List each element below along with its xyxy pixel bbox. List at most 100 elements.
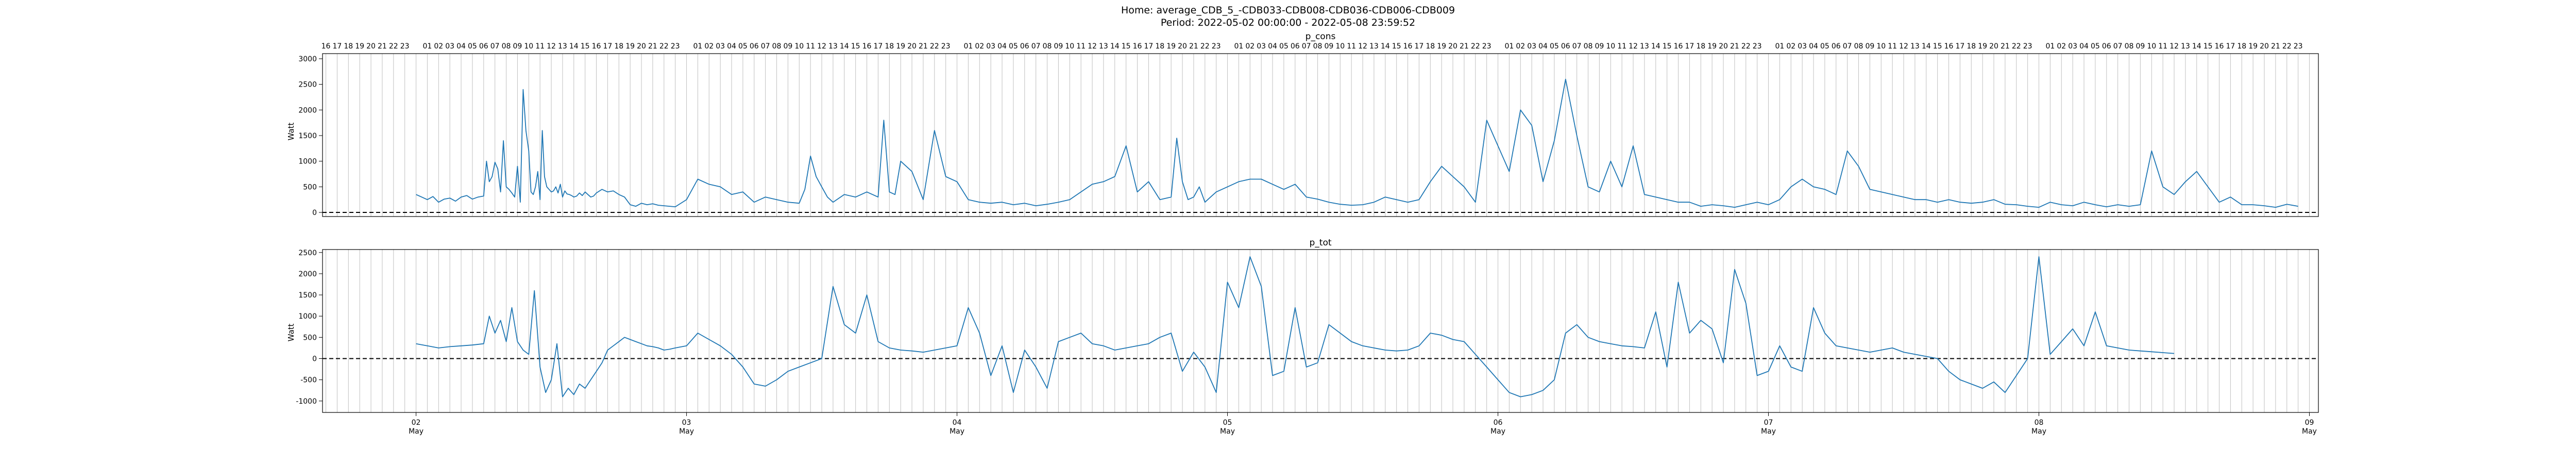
top-hour-label: 13 xyxy=(1910,42,1920,51)
top-hour-label: 03 xyxy=(1798,42,1807,51)
top-hour-label: 10 xyxy=(794,42,804,51)
p-tot-gridlines xyxy=(326,250,2310,412)
top-hour-label: 17 xyxy=(874,42,883,51)
top-hour-label: 17 xyxy=(2226,42,2235,51)
ytick-label: 1500 xyxy=(298,132,317,140)
top-hour-label: 12 xyxy=(1629,42,1638,51)
top-hour-label: 16 xyxy=(1403,42,1413,51)
top-hour-label: 23 xyxy=(941,42,951,51)
top-hour-label: 23 xyxy=(1212,42,1221,51)
top-hour-label: 11 xyxy=(1076,42,1086,51)
top-hour-label: 08 xyxy=(772,42,782,51)
top-hour-label: 10 xyxy=(1335,42,1345,51)
top-hour-label: 16 xyxy=(321,42,331,51)
top-hour-label: 21 xyxy=(378,42,387,51)
top-hour-label: 10 xyxy=(524,42,533,51)
top-hour-label: 13 xyxy=(558,42,567,51)
top-hour-label: 01 xyxy=(1234,42,1243,51)
top-hour-label: 17 xyxy=(1955,42,1964,51)
top-hour-label: 14 xyxy=(840,42,849,51)
top-hour-label: 14 xyxy=(1381,42,1390,51)
top-hour-label: 03 xyxy=(716,42,725,51)
top-hour-label: 11 xyxy=(2158,42,2167,51)
top-hour-label: 12 xyxy=(2170,42,2179,51)
top-hour-label: 14 xyxy=(1651,42,1660,51)
top-hour-label: 22 xyxy=(2012,42,2021,51)
top-hour-label: 11 xyxy=(535,42,545,51)
top-hour-label: 11 xyxy=(1888,42,1897,51)
top-hour-label: 16 xyxy=(1944,42,1954,51)
top-hour-label: 22 xyxy=(1200,42,1210,51)
day-tick-label: 06 xyxy=(1494,419,1503,427)
top-hour-label: 05 xyxy=(1279,42,1289,51)
ytick-label: 0 xyxy=(312,209,317,217)
top-hour-label: 11 xyxy=(1617,42,1626,51)
top-hour-label: 06 xyxy=(479,42,488,51)
top-hour-label: 03 xyxy=(1527,42,1536,51)
top-hour-label: 04 xyxy=(727,42,736,51)
top-hour-label: 10 xyxy=(1606,42,1615,51)
top-hour-label: 13 xyxy=(1640,42,1649,51)
top-hour-label: 17 xyxy=(1685,42,1694,51)
top-hour-label: 23 xyxy=(671,42,680,51)
top-hour-label: 01 xyxy=(1775,42,1784,51)
top-hour-label: 16 xyxy=(592,42,601,51)
top-hour-label: 18 xyxy=(1155,42,1164,51)
top-hour-label: 22 xyxy=(930,42,939,51)
top-hour-label: 06 xyxy=(750,42,759,51)
top-hour-label: 14 xyxy=(1922,42,1931,51)
p-cons-gridlines xyxy=(326,54,2310,217)
top-hour-label: 09 xyxy=(1595,42,1604,51)
top-hour-label: 23 xyxy=(1482,42,1492,51)
top-hour-label: 01 xyxy=(1504,42,1514,51)
top-hour-label: 13 xyxy=(828,42,838,51)
top-hour-label: 18 xyxy=(344,42,353,51)
ytick-label: -500 xyxy=(300,376,317,385)
top-hour-label: 05 xyxy=(738,42,748,51)
top-hour-label: 15 xyxy=(851,42,860,51)
top-hour-label: 13 xyxy=(2181,42,2190,51)
top-hour-label: 01 xyxy=(693,42,703,51)
top-hour-label: 19 xyxy=(1166,42,1176,51)
top-hour-label: 09 xyxy=(1324,42,1333,51)
top-hour-label: 03 xyxy=(445,42,454,51)
top-hour-label: 17 xyxy=(333,42,342,51)
top-hour-label: 15 xyxy=(1933,42,1942,51)
top-hour-label: 04 xyxy=(1538,42,1548,51)
ytick-label: 1000 xyxy=(298,158,317,166)
top-hour-label: 09 xyxy=(513,42,522,51)
top-hour-label: 18 xyxy=(1967,42,1976,51)
top-hour-label: 23 xyxy=(2023,42,2032,51)
top-hour-label: 22 xyxy=(389,42,398,51)
top-hour-label: 15 xyxy=(1663,42,1672,51)
day-tick-label: 04 xyxy=(953,419,962,427)
top-hour-label: 12 xyxy=(547,42,556,51)
month-tick-label: May xyxy=(1490,427,1505,436)
top-hour-label: 07 xyxy=(761,42,770,51)
top-hour-label: 21 xyxy=(919,42,928,51)
month-tick-label: May xyxy=(679,427,694,436)
top-hour-label: 19 xyxy=(2248,42,2258,51)
top-hour-label: 06 xyxy=(1020,42,1029,51)
top-hour-label: 15 xyxy=(1392,42,1401,51)
top-hour-label: 04 xyxy=(456,42,466,51)
top-hour-label: 18 xyxy=(1696,42,1705,51)
top-hour-label: 21 xyxy=(2271,42,2280,51)
top-hour-label: 20 xyxy=(1989,42,1998,51)
top-hour-label: 15 xyxy=(2204,42,2213,51)
top-hour-label: 08 xyxy=(1043,42,1052,51)
top-hour-label: 08 xyxy=(1313,42,1323,51)
top-hour-label: 06 xyxy=(1291,42,1300,51)
top-hour-label: 10 xyxy=(2147,42,2156,51)
top-hour-label: 23 xyxy=(1753,42,1762,51)
ytick-label: -1000 xyxy=(296,397,317,406)
p-tot-series-line xyxy=(416,256,2175,397)
top-hour-label: 16 xyxy=(2215,42,2224,51)
top-hour-label: 19 xyxy=(355,42,364,51)
top-hour-label: 07 xyxy=(1843,42,1852,51)
top-hour-label: 08 xyxy=(502,42,511,51)
top-hour-label: 03 xyxy=(986,42,995,51)
p-tot-frame xyxy=(322,249,2319,413)
p-cons-title: p_cons xyxy=(1306,31,1336,42)
top-hour-label: 16 xyxy=(862,42,872,51)
